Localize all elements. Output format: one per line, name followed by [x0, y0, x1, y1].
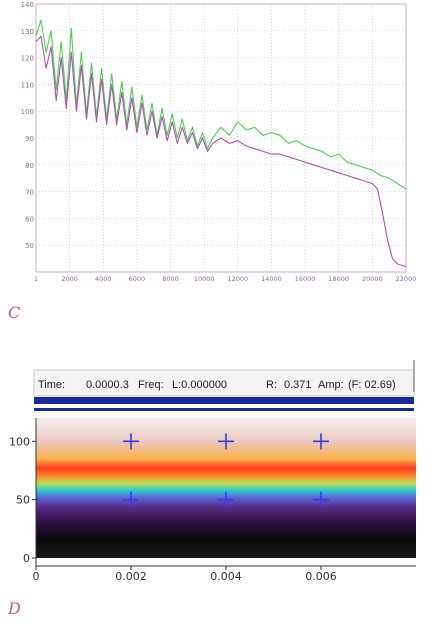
readout-right-value: 0.371 [284, 379, 312, 391]
y-tick-label: 50 [16, 494, 30, 507]
cross-marker [123, 491, 139, 508]
y-tick-label: 70 [25, 189, 34, 197]
y-tick-label: 0 [23, 552, 30, 565]
x-tick-label: 20000 [362, 275, 383, 283]
panel-d-x-ticks: 0 0.002 0.004 0.006 [33, 566, 337, 583]
readout-tail-label: Amp: [318, 379, 344, 391]
y-tick-label: 130 [21, 28, 34, 36]
blue-status-bar-lower [34, 408, 414, 411]
x-tick-label: 16000 [295, 275, 316, 283]
panel-c-y-ticks: 140 130 120 110 100 90 80 70 60 50 [21, 1, 34, 250]
x-tick-label: 0.002 [115, 570, 147, 583]
y-tick-label: 120 [21, 55, 34, 63]
x-tick-label: 4000 [95, 275, 112, 283]
cross-marker [218, 433, 234, 450]
readout-time-label: Time: [38, 379, 65, 391]
readout-bar-bg [33, 369, 415, 397]
x-tick-label: 14000 [261, 275, 282, 283]
x-tick-label: 22000 [396, 275, 417, 283]
cross-marker [313, 433, 329, 450]
panel-c-x-ticks: 1 2000 4000 6000 8000 10000 12000 14000 16000 180… [34, 275, 416, 283]
y-tick-label: 80 [25, 162, 34, 170]
x-tick-label: 6000 [129, 275, 146, 283]
series-line-green [35, 19, 407, 190]
cross-marker [218, 491, 234, 508]
x-tick-label: 10000 [194, 275, 215, 283]
cross-marker [123, 433, 139, 450]
panel-d: Time: 0.0000.3 Freq: L:0.000000 R: 0.371… [9, 360, 416, 583]
y-tick-label: 60 [25, 215, 34, 223]
y-tick-label: 90 [25, 135, 34, 143]
x-tick-label: 2000 [61, 275, 78, 283]
blue-status-bar [34, 397, 414, 404]
panel-d-y-ticks: 100 50 0 [9, 435, 36, 565]
panel-c-letter: C [8, 303, 20, 322]
y-tick-label: 50 [25, 242, 34, 250]
readout-freq-value: L:0.000000 [172, 379, 227, 391]
y-tick-label: 100 [21, 108, 34, 116]
readout-tail-value: (F: 02.69) [348, 379, 396, 391]
panel-c-series [35, 19, 407, 268]
readout-freq-label: Freq: [138, 379, 164, 391]
svg-text:Time: 0.0000.3 Fre: Time: 0.0000.3 Freq: L:0.000000 R: 0.371… [38, 379, 396, 391]
x-tick-label: 0 [33, 570, 40, 583]
x-tick-label: 1 [34, 275, 38, 283]
x-tick-label: 12000 [227, 275, 248, 283]
x-tick-label: 8000 [162, 275, 179, 283]
x-tick-label: 18000 [328, 275, 349, 283]
y-tick-label: 110 [21, 81, 34, 89]
readout-time-value: 0.0000.3 [86, 379, 129, 391]
cross-marker [313, 491, 329, 508]
x-tick-label: 0.006 [305, 570, 337, 583]
y-tick-label: 100 [9, 435, 30, 448]
y-tick-label: 140 [21, 1, 34, 9]
readout-right-label: R: [266, 379, 277, 391]
series-line-purple [35, 35, 407, 268]
x-tick-label: 0.004 [210, 570, 242, 583]
panel-d-letter: D [7, 599, 21, 618]
panel-d-markers [123, 433, 329, 508]
